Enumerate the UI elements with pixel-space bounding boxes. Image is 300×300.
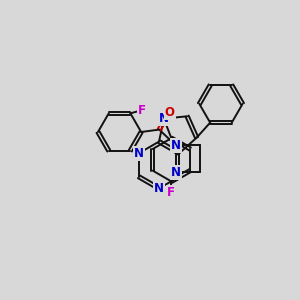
Text: O: O — [165, 106, 175, 119]
Text: F: F — [167, 186, 175, 199]
Text: N: N — [154, 182, 164, 195]
Text: F: F — [138, 104, 146, 117]
Text: N: N — [159, 112, 169, 125]
Text: N: N — [134, 147, 144, 160]
Text: N: N — [171, 166, 181, 179]
Text: N: N — [171, 139, 181, 152]
